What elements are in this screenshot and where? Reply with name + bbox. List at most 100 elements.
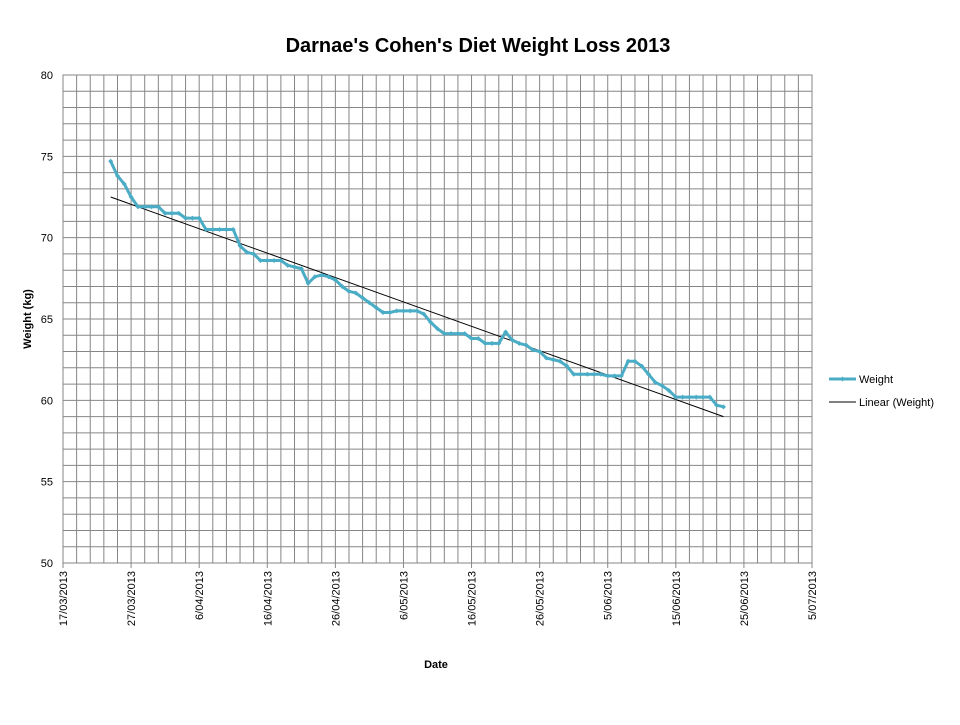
y-tick-label: 80 bbox=[41, 70, 53, 82]
weight-data-point bbox=[673, 394, 679, 400]
weight-data-point bbox=[135, 204, 141, 210]
x-tick-label: 26/04/2013 bbox=[330, 571, 342, 626]
weight-data-point bbox=[516, 340, 522, 346]
weight-data-point bbox=[217, 227, 223, 233]
weight-data-point bbox=[230, 227, 236, 233]
weight-data-point bbox=[319, 272, 325, 278]
weight-data-point bbox=[591, 371, 597, 377]
weight-data-point bbox=[421, 311, 427, 317]
y-tick-label: 50 bbox=[41, 558, 53, 570]
weight-data-point bbox=[618, 373, 624, 379]
series-layer bbox=[108, 158, 726, 418]
legend-label-linear-trend: Linear (Weight) bbox=[859, 397, 934, 409]
weight-data-point bbox=[577, 371, 583, 377]
x-tick-label: 17/03/2013 bbox=[58, 571, 70, 626]
weight-data-point bbox=[394, 308, 400, 314]
legend-marker-weight bbox=[840, 376, 845, 382]
x-axis-title: Date bbox=[424, 659, 448, 671]
weight-data-point bbox=[326, 274, 332, 280]
weight-data-point bbox=[380, 309, 386, 315]
weight-data-point bbox=[189, 215, 195, 221]
x-tick-label: 16/05/2013 bbox=[467, 571, 479, 626]
weight-data-point bbox=[257, 257, 263, 263]
weight-data-point bbox=[557, 358, 563, 364]
weight-data-point bbox=[196, 215, 202, 221]
weight-data-point bbox=[169, 210, 175, 216]
x-tick-label: 6/04/2013 bbox=[194, 571, 206, 620]
weight-data-point bbox=[278, 257, 284, 263]
legend-item-weight: Weight bbox=[829, 374, 893, 386]
weight-data-point bbox=[571, 371, 577, 377]
y-tick-label: 60 bbox=[41, 395, 53, 407]
weight-data-point bbox=[108, 158, 114, 164]
weight-data-point bbox=[366, 300, 372, 306]
weight-data-point bbox=[292, 264, 298, 270]
x-tick-label: 5/06/2013 bbox=[603, 571, 615, 620]
weight-data-point bbox=[237, 243, 243, 249]
weight-data-point bbox=[612, 373, 618, 379]
x-tick-label: 5/07/2013 bbox=[807, 571, 819, 620]
weight-data-point bbox=[489, 340, 495, 346]
weight-data-point bbox=[387, 309, 393, 315]
x-tick-label: 15/06/2013 bbox=[671, 571, 683, 626]
weight-data-point bbox=[400, 308, 406, 314]
weight-data-point bbox=[142, 204, 148, 210]
weight-data-point bbox=[700, 394, 706, 400]
x-axis-ticks: 17/03/2013 27/03/2013 6/04/2013 16/04/2013 2… bbox=[58, 563, 819, 626]
weight-data-point bbox=[503, 329, 509, 335]
weight-data-point bbox=[414, 308, 420, 314]
weight-data-point bbox=[428, 319, 434, 325]
weight-data-point bbox=[646, 371, 652, 377]
weight-data-point bbox=[455, 331, 461, 337]
plot-area-border bbox=[62, 74, 813, 564]
weight-data-point bbox=[271, 257, 277, 263]
y-axis-title: Weight (kg) bbox=[22, 289, 34, 349]
weight-data-point bbox=[223, 227, 229, 233]
x-tick-label: 26/05/2013 bbox=[535, 571, 547, 626]
weight-data-point bbox=[203, 227, 209, 233]
weight-data-point bbox=[128, 194, 134, 200]
weight-data-point bbox=[251, 251, 257, 257]
weight-data-point bbox=[693, 394, 699, 400]
x-tick-label: 27/03/2013 bbox=[126, 571, 138, 626]
weight-data-point bbox=[298, 266, 304, 272]
weight-data-point bbox=[360, 295, 366, 301]
weight-data-point bbox=[564, 363, 570, 369]
legend: Weight Linear (Weight) bbox=[829, 374, 934, 409]
weight-data-point bbox=[353, 290, 359, 296]
weight-data-point bbox=[543, 355, 549, 361]
weight-data-point bbox=[346, 288, 352, 294]
weight-data-point bbox=[707, 394, 713, 400]
weight-data-point bbox=[680, 394, 686, 400]
weight-data-point bbox=[373, 305, 379, 311]
weight-data-point bbox=[550, 357, 556, 363]
chart-title: Darnae's Cohen's Diet Weight Loss 2013 bbox=[286, 35, 671, 57]
weight-data-point bbox=[462, 331, 468, 337]
weight-data-point bbox=[285, 262, 291, 268]
weight-data-point bbox=[176, 210, 182, 216]
x-tick-label: 16/04/2013 bbox=[262, 571, 274, 626]
weight-data-point bbox=[475, 336, 481, 342]
gridlines bbox=[62, 74, 813, 564]
weight-data-point bbox=[183, 215, 189, 221]
weight-data-point bbox=[155, 204, 161, 210]
y-axis-ticks: 50 55 60 65 70 75 80 bbox=[41, 70, 53, 570]
weight-data-point bbox=[720, 404, 726, 410]
weight-data-point bbox=[441, 331, 447, 337]
weight-data-point bbox=[632, 358, 638, 364]
weight-data-point bbox=[435, 326, 440, 332]
weight-data-point bbox=[121, 181, 127, 187]
legend-item-linear-trend: Linear (Weight) bbox=[829, 397, 934, 409]
weight-data-point bbox=[666, 388, 672, 394]
weight-data-point bbox=[584, 371, 590, 377]
y-tick-label: 70 bbox=[41, 233, 53, 245]
weight-data-point bbox=[448, 331, 454, 337]
weight-data-point bbox=[339, 283, 345, 289]
weight-data-point bbox=[496, 340, 502, 346]
y-tick-label: 65 bbox=[41, 314, 53, 326]
y-tick-label: 55 bbox=[41, 477, 53, 489]
weight-data-point bbox=[537, 349, 543, 355]
weight-data-point bbox=[625, 358, 631, 364]
